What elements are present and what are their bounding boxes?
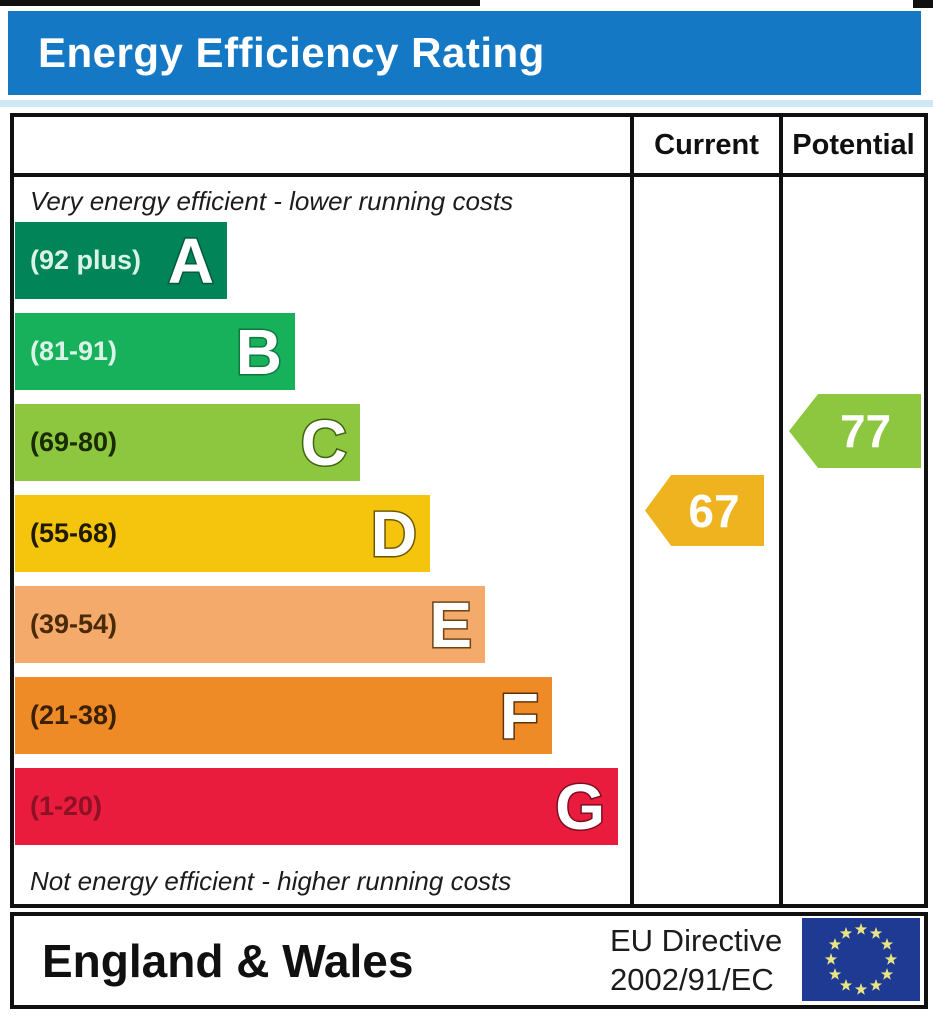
band-G-letter: G [554,770,607,843]
band-F: (21-38) F [15,677,552,754]
footer: England & Wales EU Directive 2002/91/EC [10,912,928,1009]
title-underline-strip [0,100,933,107]
band-D: (55-68) D [15,495,430,572]
band-B-letter: B [234,315,283,388]
current-column-header: Current [654,128,759,161]
potential-rating-value: 77 [839,405,892,457]
eu-directive-line2: 2002/91/EC [610,962,774,997]
band-G: (1-20) G [15,768,618,845]
band-B: (81-91) B [15,313,295,390]
eu-flag-icon [802,918,920,1001]
band-G-range: (1-20) [30,791,103,821]
band-D-range: (55-68) [30,518,118,548]
eu-directive-line1: EU Directive [610,923,783,958]
band-F-range: (21-38) [30,700,118,730]
band-E-range: (39-54) [30,609,118,639]
current-rating-value: 67 [688,484,740,537]
region-label: England & Wales [42,934,414,987]
page-title: Energy Efficiency Rating [38,29,545,76]
band-C: (69-80) C [15,404,360,481]
potential-rating-arrow: 77 [789,394,921,468]
current-rating-arrow: 67 [645,475,764,546]
potential-column-header: Potential [792,128,915,161]
band-C-letter: C [299,406,348,479]
band-E: (39-54) E [15,586,485,663]
band-A-letter: A [166,224,215,297]
title-bar: Energy Efficiency Rating [8,11,921,95]
band-E-letter: E [428,588,474,661]
band-A-range: (92 plus) [30,245,142,275]
top-note: Very energy efficient - lower running co… [30,186,514,216]
band-B-range: (81-91) [30,336,118,366]
top-border-artifact-right [913,0,933,8]
bottom-note: Not energy efficient - higher running co… [30,866,512,896]
header-divider [10,173,928,177]
potential-column-divider [779,113,783,908]
eu-directive-label: EU Directive 2002/91/EC [610,921,782,999]
eu-flag-stars [824,923,898,995]
current-column-divider [630,113,634,908]
band-F-letter: F [498,679,540,752]
band-D-letter: D [369,497,418,570]
band-C-range: (69-80) [30,427,118,457]
top-border-artifact-left [0,0,480,6]
band-A: (92 plus) A [15,222,227,299]
